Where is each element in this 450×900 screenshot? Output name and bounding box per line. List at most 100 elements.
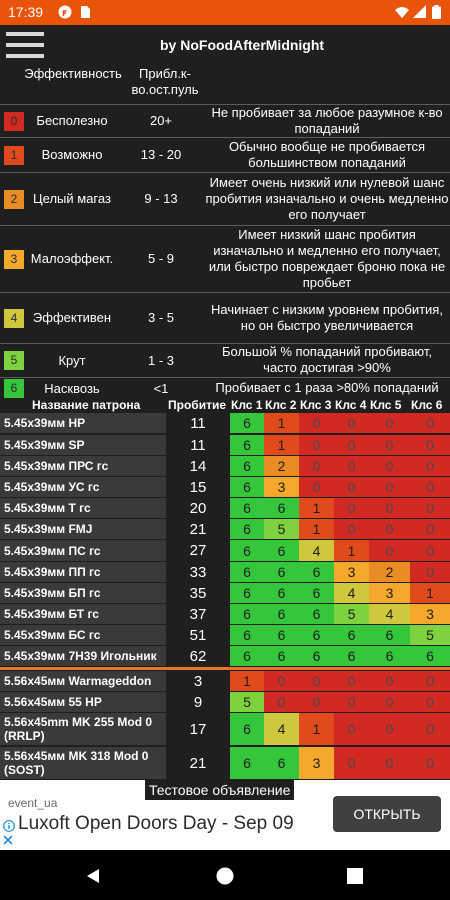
ad-banner[interactable]: Тестовое объявление event_ua Luxoft Open…: [0, 780, 450, 850]
table-row[interactable]: 5.45x39мм БП гс 35 6 6 6 4 3 1: [0, 583, 450, 604]
ammo-penetration: 62: [166, 646, 230, 666]
ammo-name[interactable]: 5.45x39мм HP: [0, 413, 166, 433]
ammo-penetration: 21: [166, 747, 230, 779]
effectiveness-cell: 1: [299, 519, 334, 539]
effectiveness-cell: 0: [334, 671, 369, 691]
effectiveness-cell: 3: [299, 747, 334, 779]
table-row[interactable]: 5.45x39мм FMJ 21 6 5 1 0 0 0: [0, 519, 450, 540]
table-row[interactable]: 5.56x45мм MK 318 Mod 0 (SOST) 21 6 6 3 0 0 0: [0, 747, 450, 780]
legend-desc: Обычно вообще не пробивается большинство…: [228, 138, 426, 170]
ammo-penetration: 3: [166, 671, 230, 691]
effectiveness-cell: 0: [410, 498, 450, 518]
ammo-name[interactable]: 5.56x45mm MK 255 Mod 0 (RRLP): [0, 713, 166, 745]
table-row[interactable]: 5.45x39мм УС гс 15 6 3 0 0 0 0: [0, 477, 450, 498]
ammo-penetration: 33: [166, 562, 230, 582]
column-header-class-3: Клс 3: [300, 398, 332, 412]
ad-headline[interactable]: Luxoft Open Doors Day - Sep 09: [18, 813, 294, 834]
legend-name: Малоэффект.: [30, 251, 114, 266]
ammo-penetration: 27: [166, 540, 230, 561]
table-row[interactable]: 5.56x45мм 55 HP 9 5 0 0 0 0 0: [0, 692, 450, 713]
table-row[interactable]: 5.56x45mm MK 255 Mod 0 (RRLP) 17 6 4 1 0 0 0: [0, 713, 450, 746]
effectiveness-cell: 6: [264, 625, 299, 645]
table-row[interactable]: 5.56x45мм Warmageddon 3 1 0 0 0 0 0: [0, 671, 450, 692]
table-row[interactable]: 5.45x39мм ПРС гс 14 6 2 0 0 0 0: [0, 456, 450, 477]
legend-swatch: 0: [4, 111, 24, 131]
effectiveness-cell: 0: [410, 562, 450, 582]
ammo-name[interactable]: 5.45x39мм УС гс: [0, 477, 166, 497]
ammo-penetration: 11: [166, 413, 230, 433]
recents-icon[interactable]: [346, 867, 364, 885]
effectiveness-cell: 0: [334, 477, 369, 497]
effectiveness-cell: 6: [264, 540, 299, 561]
ad-test-tag: Тестовое объявление: [145, 780, 295, 800]
effectiveness-cell: 0: [369, 692, 410, 712]
home-icon[interactable]: [216, 867, 234, 885]
effectiveness-cell: 6: [264, 646, 299, 666]
effectiveness-cell: 1: [410, 583, 450, 603]
ammo-name[interactable]: 5.45x39мм SP: [0, 435, 166, 455]
effectiveness-cell: 6: [230, 646, 264, 666]
ammo-name[interactable]: 5.45x39мм ПП гс: [0, 562, 166, 582]
ammo-name[interactable]: 5.56x45мм 55 HP: [0, 692, 166, 712]
effectiveness-cell: 6: [299, 646, 334, 666]
effectiveness-cell: 6: [334, 646, 369, 666]
ammo-name[interactable]: 5.45x39мм Т гс: [0, 498, 166, 518]
column-header-class-5: Клс 5: [370, 398, 402, 412]
effectiveness-cell: 0: [410, 456, 450, 476]
effectiveness-cell: 0: [369, 713, 410, 745]
legend-divider: [0, 104, 450, 105]
ad-open-button[interactable]: ОТКРЫТЬ: [333, 796, 441, 832]
effectiveness-cell: 1: [264, 435, 299, 455]
ammo-name[interactable]: 5.56x45мм MK 318 Mod 0 (SOST): [0, 747, 166, 779]
table-row[interactable]: 5.45x39мм HP 11 6 1 0 0 0 0: [0, 413, 450, 434]
effectiveness-cell: 6: [299, 625, 334, 645]
ammo-name[interactable]: 5.45x39мм БС гс: [0, 625, 166, 645]
table-row[interactable]: 5.45x39мм SP 11 6 1 0 0 0 0: [0, 435, 450, 456]
ammo-name[interactable]: 5.45x39мм FMJ: [0, 519, 166, 539]
wifi-icon: [395, 7, 409, 18]
effectiveness-cell: 0: [334, 456, 369, 476]
signal-icon: [413, 5, 426, 18]
ad-info-icon[interactable]: [3, 820, 15, 832]
table-row[interactable]: 5.45x39мм 7Н39 Игольник 62 6 6 6 6 6 6: [0, 646, 450, 667]
legend-count: 5 - 9: [147, 251, 174, 266]
table-row[interactable]: 5.45x39мм БС гс 51 6 6 6 6 6 5: [0, 625, 450, 646]
legend-name: Бесполезно: [36, 113, 108, 128]
effectiveness-cell: 6: [230, 583, 264, 603]
table-row[interactable]: 5.45x39мм Т гс 20 6 6 1 0 0 0: [0, 498, 450, 519]
effectiveness-cell: 0: [410, 747, 450, 779]
effectiveness-cell: 5: [334, 604, 369, 624]
effectiveness-cell: 6: [264, 562, 299, 582]
table-row[interactable]: 5.45x39мм БТ гс 37 6 6 6 5 4 3: [0, 604, 450, 625]
table-row[interactable]: 5.45x39мм ПП гс 33 6 6 6 3 2 0: [0, 562, 450, 583]
menu-icon[interactable]: [6, 30, 44, 60]
back-icon[interactable]: [84, 867, 102, 885]
ammo-name[interactable]: 5.45x39мм БП гс: [0, 583, 166, 603]
app-title: by NoFoodAfterMidnight: [160, 37, 325, 53]
effectiveness-cell: 2: [369, 562, 410, 582]
legend-desc: Имеет очень низкий или нулевой шанс проб…: [205, 174, 449, 222]
effectiveness-cell: 0: [410, 671, 450, 691]
effectiveness-cell: 0: [264, 671, 299, 691]
effectiveness-cell: 6: [264, 747, 299, 779]
effectiveness-cell: 6: [410, 646, 450, 666]
ad-close-icon[interactable]: [3, 835, 13, 845]
legend-divider: [0, 377, 450, 378]
ammo-name[interactable]: 5.45x39мм 7Н39 Игольник: [0, 646, 166, 666]
effectiveness-cell: 5: [264, 519, 299, 539]
effectiveness-cell: 0: [334, 713, 369, 745]
legend-swatch: 5: [4, 351, 24, 370]
ammo-name[interactable]: 5.45x39мм БТ гс: [0, 604, 166, 624]
effectiveness-cell: 0: [369, 747, 410, 779]
table-row[interactable]: 5.45x39мм ПС гс 27 6 6 4 1 0 0: [0, 540, 450, 562]
legend-desc: Не пробивает за любое разумное к-во попа…: [211, 104, 443, 136]
effectiveness-cell: 0: [334, 435, 369, 455]
legend-name: Насквозь: [44, 380, 100, 396]
ammo-name[interactable]: 5.45x39мм ПРС гс: [0, 456, 166, 476]
legend-swatch: 4: [4, 308, 24, 328]
ammo-name[interactable]: 5.56x45мм Warmageddon: [0, 671, 166, 691]
effectiveness-cell: 2: [264, 456, 299, 476]
ammo-name[interactable]: 5.45x39мм ПС гс: [0, 540, 166, 561]
effectiveness-cell: 0: [299, 692, 334, 712]
status-time: 17:39: [8, 4, 44, 20]
